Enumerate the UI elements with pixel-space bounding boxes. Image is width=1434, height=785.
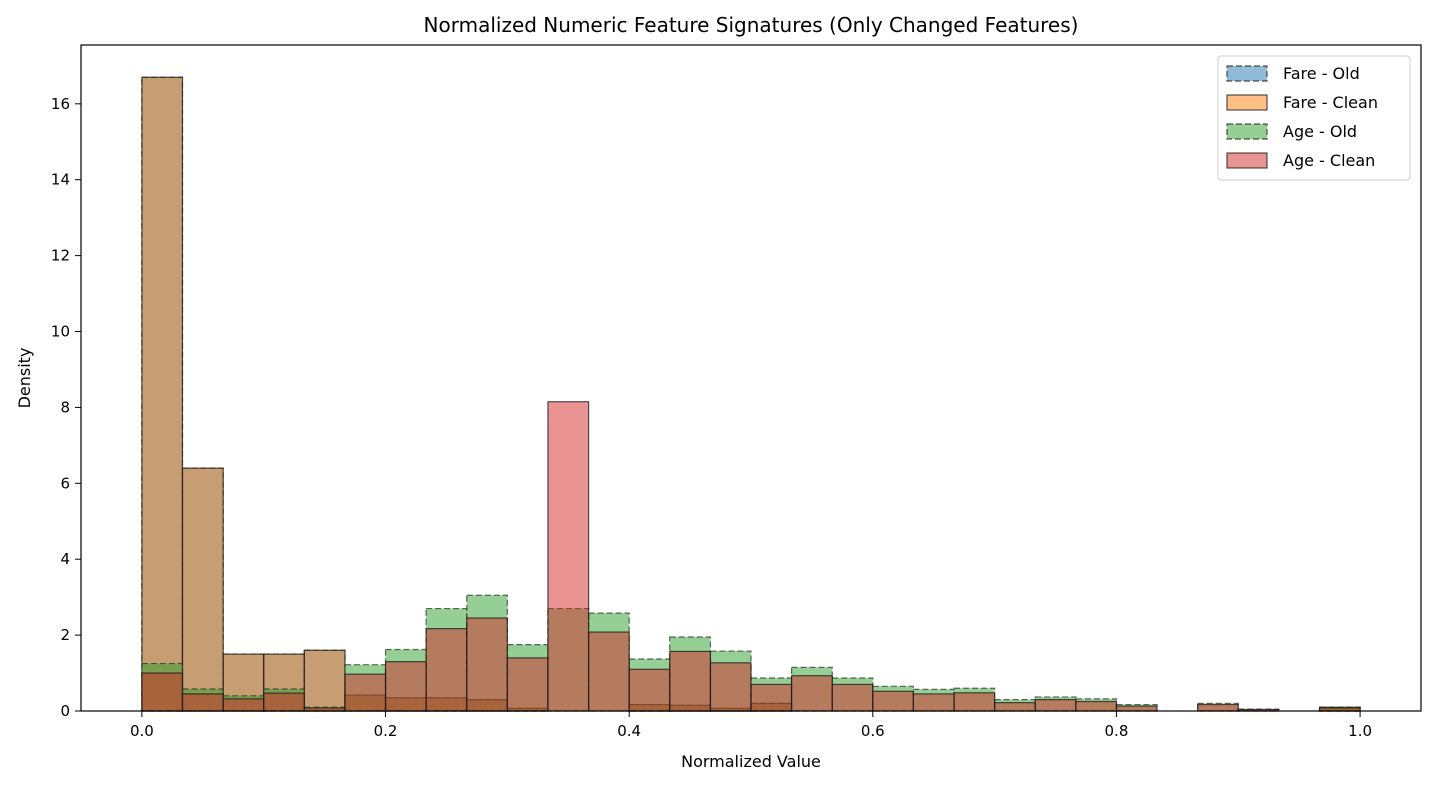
bar-age-clean-19 <box>912 693 955 712</box>
bar-age-clean-14 <box>709 662 752 712</box>
bar-age-clean-2 <box>222 698 265 712</box>
legend-swatch-fare-clean <box>1226 94 1268 111</box>
y-tick-label: 0 <box>60 702 70 720</box>
x-tick-label: 1.0 <box>1348 722 1372 740</box>
bar-age-clean-24 <box>1115 705 1158 712</box>
y-axis-ticks: 0 2 4 6 8 10 12 14 16 <box>51 95 81 720</box>
legend-swatch-age-old <box>1226 123 1268 140</box>
bar-age-clean-10 <box>547 401 590 712</box>
bar-age-clean-15 <box>750 683 793 712</box>
bar-age-clean-5 <box>344 673 387 712</box>
series-fare-clean <box>141 76 1361 712</box>
legend-label-fare-old: Fare - Old <box>1283 64 1360 83</box>
bar-age-clean-21 <box>994 702 1036 712</box>
legend-swatch-fare-old <box>1226 65 1268 82</box>
bar-fare-clean-1 <box>181 467 224 712</box>
y-axis-label: Density <box>15 348 34 409</box>
plot-frame <box>80 44 1422 712</box>
y-tick-label: 14 <box>51 171 70 189</box>
y-tick-label: 2 <box>60 626 70 644</box>
bar-age-clean-3 <box>263 692 305 712</box>
bar-fare-clean-0 <box>141 76 184 712</box>
y-tick-label: 16 <box>51 95 70 113</box>
bar-age-clean-8 <box>466 617 508 712</box>
x-tick-label: 0.8 <box>1105 722 1129 740</box>
bar-age-clean-22 <box>1034 699 1077 712</box>
bar-age-clean-9 <box>506 657 549 712</box>
bar-age-clean-13 <box>669 650 712 712</box>
x-axis-ticks: 0.0 0.2 0.4 0.6 0.8 1.0 <box>130 711 1372 740</box>
bar-age-clean-17 <box>831 683 874 712</box>
y-tick-label: 12 <box>51 247 70 265</box>
bar-age-clean-12 <box>628 668 671 712</box>
y-tick-label: 10 <box>51 323 70 341</box>
x-axis-label: Normalized Value <box>681 752 821 771</box>
bar-age-clean-7 <box>425 628 468 712</box>
bar-age-clean-16 <box>790 675 833 712</box>
x-tick-label: 0.4 <box>617 722 641 740</box>
legend-swatch-age-clean <box>1226 152 1268 169</box>
bar-age-clean-23 <box>1075 700 1118 712</box>
bar-age-clean-1 <box>181 693 224 712</box>
chart-title: Normalized Numeric Feature Signatures (O… <box>424 13 1079 37</box>
bar-age-clean-20 <box>953 692 996 712</box>
bar-age-clean-11 <box>588 631 630 712</box>
y-tick-label: 8 <box>60 398 70 416</box>
bar-age-clean-26 <box>1197 703 1239 712</box>
bars-layer <box>141 76 1361 712</box>
x-tick-label: 0.6 <box>861 722 885 740</box>
legend-label-fare-clean: Fare - Clean <box>1283 93 1378 112</box>
legend-label-age-clean: Age - Clean <box>1283 151 1375 170</box>
y-tick-label: 4 <box>60 550 70 568</box>
legend: Fare - Old Fare - Clean Age - Old Age - Cle… <box>1217 55 1411 181</box>
x-tick-label: 0.0 <box>130 722 154 740</box>
legend-label-age-old: Age - Old <box>1283 122 1357 141</box>
y-tick-label: 6 <box>60 474 70 492</box>
bar-age-clean-18 <box>872 690 914 712</box>
series-age-clean <box>141 401 1361 712</box>
x-tick-label: 0.2 <box>374 722 398 740</box>
bar-age-clean-0 <box>141 672 184 712</box>
bar-age-clean-6 <box>384 661 427 712</box>
legend-box <box>1217 55 1411 181</box>
bar-fare-clean-4 <box>303 649 346 712</box>
